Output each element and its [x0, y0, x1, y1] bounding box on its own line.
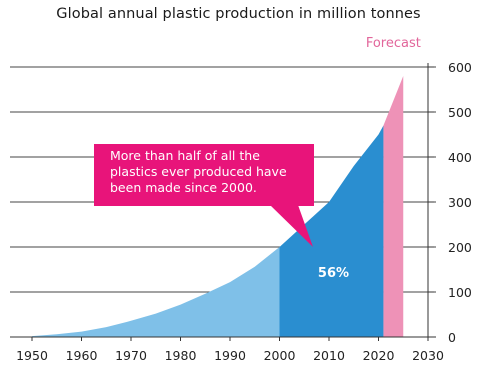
x-tick-label-1950: 1950 — [16, 348, 48, 363]
annotation-pointer — [270, 205, 313, 247]
annotation-text: More than half of all the plastics ever … — [110, 148, 287, 195]
x-tick-label-2010: 2010 — [313, 348, 345, 363]
x-tick-label-2000: 2000 — [264, 348, 296, 363]
y-tick-label-0: 0 — [448, 330, 456, 345]
x-tick-label-1970: 1970 — [115, 348, 147, 363]
y-tick-label-100: 100 — [448, 285, 472, 300]
area-segment-3 — [383, 76, 404, 337]
x-tick-label-2020: 2020 — [363, 348, 395, 363]
y-tick-label-300: 300 — [448, 195, 472, 210]
y-tick-label-400: 400 — [448, 150, 472, 165]
area-segment-1 — [32, 247, 280, 337]
chart-title: Global annual plastic production in mill… — [56, 6, 421, 22]
y-tick-label-600: 600 — [448, 60, 472, 75]
y-tick-label-500: 500 — [448, 105, 472, 120]
area-segment-2 — [279, 125, 384, 337]
x-tick-label-2030: 2030 — [412, 348, 444, 363]
share-label: 56% — [318, 266, 349, 281]
y-tick-label-200: 200 — [448, 240, 472, 255]
annotation-box — [94, 144, 314, 206]
forecast-label: Forecast — [366, 36, 421, 51]
x-tick-label-1990: 1990 — [214, 348, 246, 363]
x-tick-label-1980: 1980 — [165, 348, 197, 363]
x-tick-label-1960: 1960 — [66, 348, 98, 363]
